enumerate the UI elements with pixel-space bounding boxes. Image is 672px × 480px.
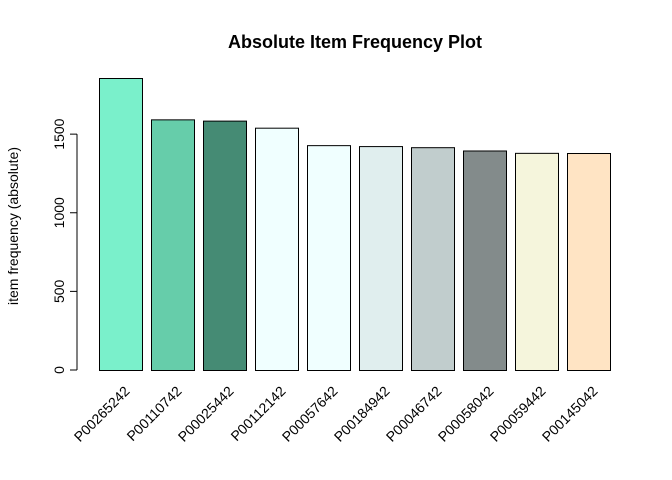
y-tick-label: 1500	[51, 118, 67, 149]
y-tick-label: 1000	[51, 197, 67, 228]
y-tick-label: 500	[51, 279, 67, 303]
x-tick-label: P00265242	[71, 383, 133, 445]
bar-p00025442	[203, 120, 247, 371]
bar-p00112142	[255, 127, 299, 371]
y-axis: 0 500 1000 1500	[51, 118, 78, 374]
bar-p00059442	[515, 152, 559, 371]
bar-p00265242	[99, 78, 143, 371]
y-tick-label: 0	[51, 366, 67, 374]
chart-title: Absolute Item Frequency Plot	[228, 32, 482, 52]
bar-p00057642	[307, 145, 351, 371]
x-tick-label: P00025442	[175, 383, 237, 445]
bar-p00058042	[463, 150, 507, 371]
bar-p00110742	[151, 119, 195, 371]
bar-series	[99, 78, 611, 371]
bar-p00046742	[411, 147, 455, 371]
bar-p00145042	[567, 153, 611, 371]
y-axis-label: item frequency (absolute)	[5, 147, 21, 305]
x-tick-label: P00145042	[539, 383, 601, 445]
x-tick-labels: P00265242P00110742P00025442P00112142P000…	[71, 383, 601, 445]
bar-p00184942	[359, 146, 403, 371]
